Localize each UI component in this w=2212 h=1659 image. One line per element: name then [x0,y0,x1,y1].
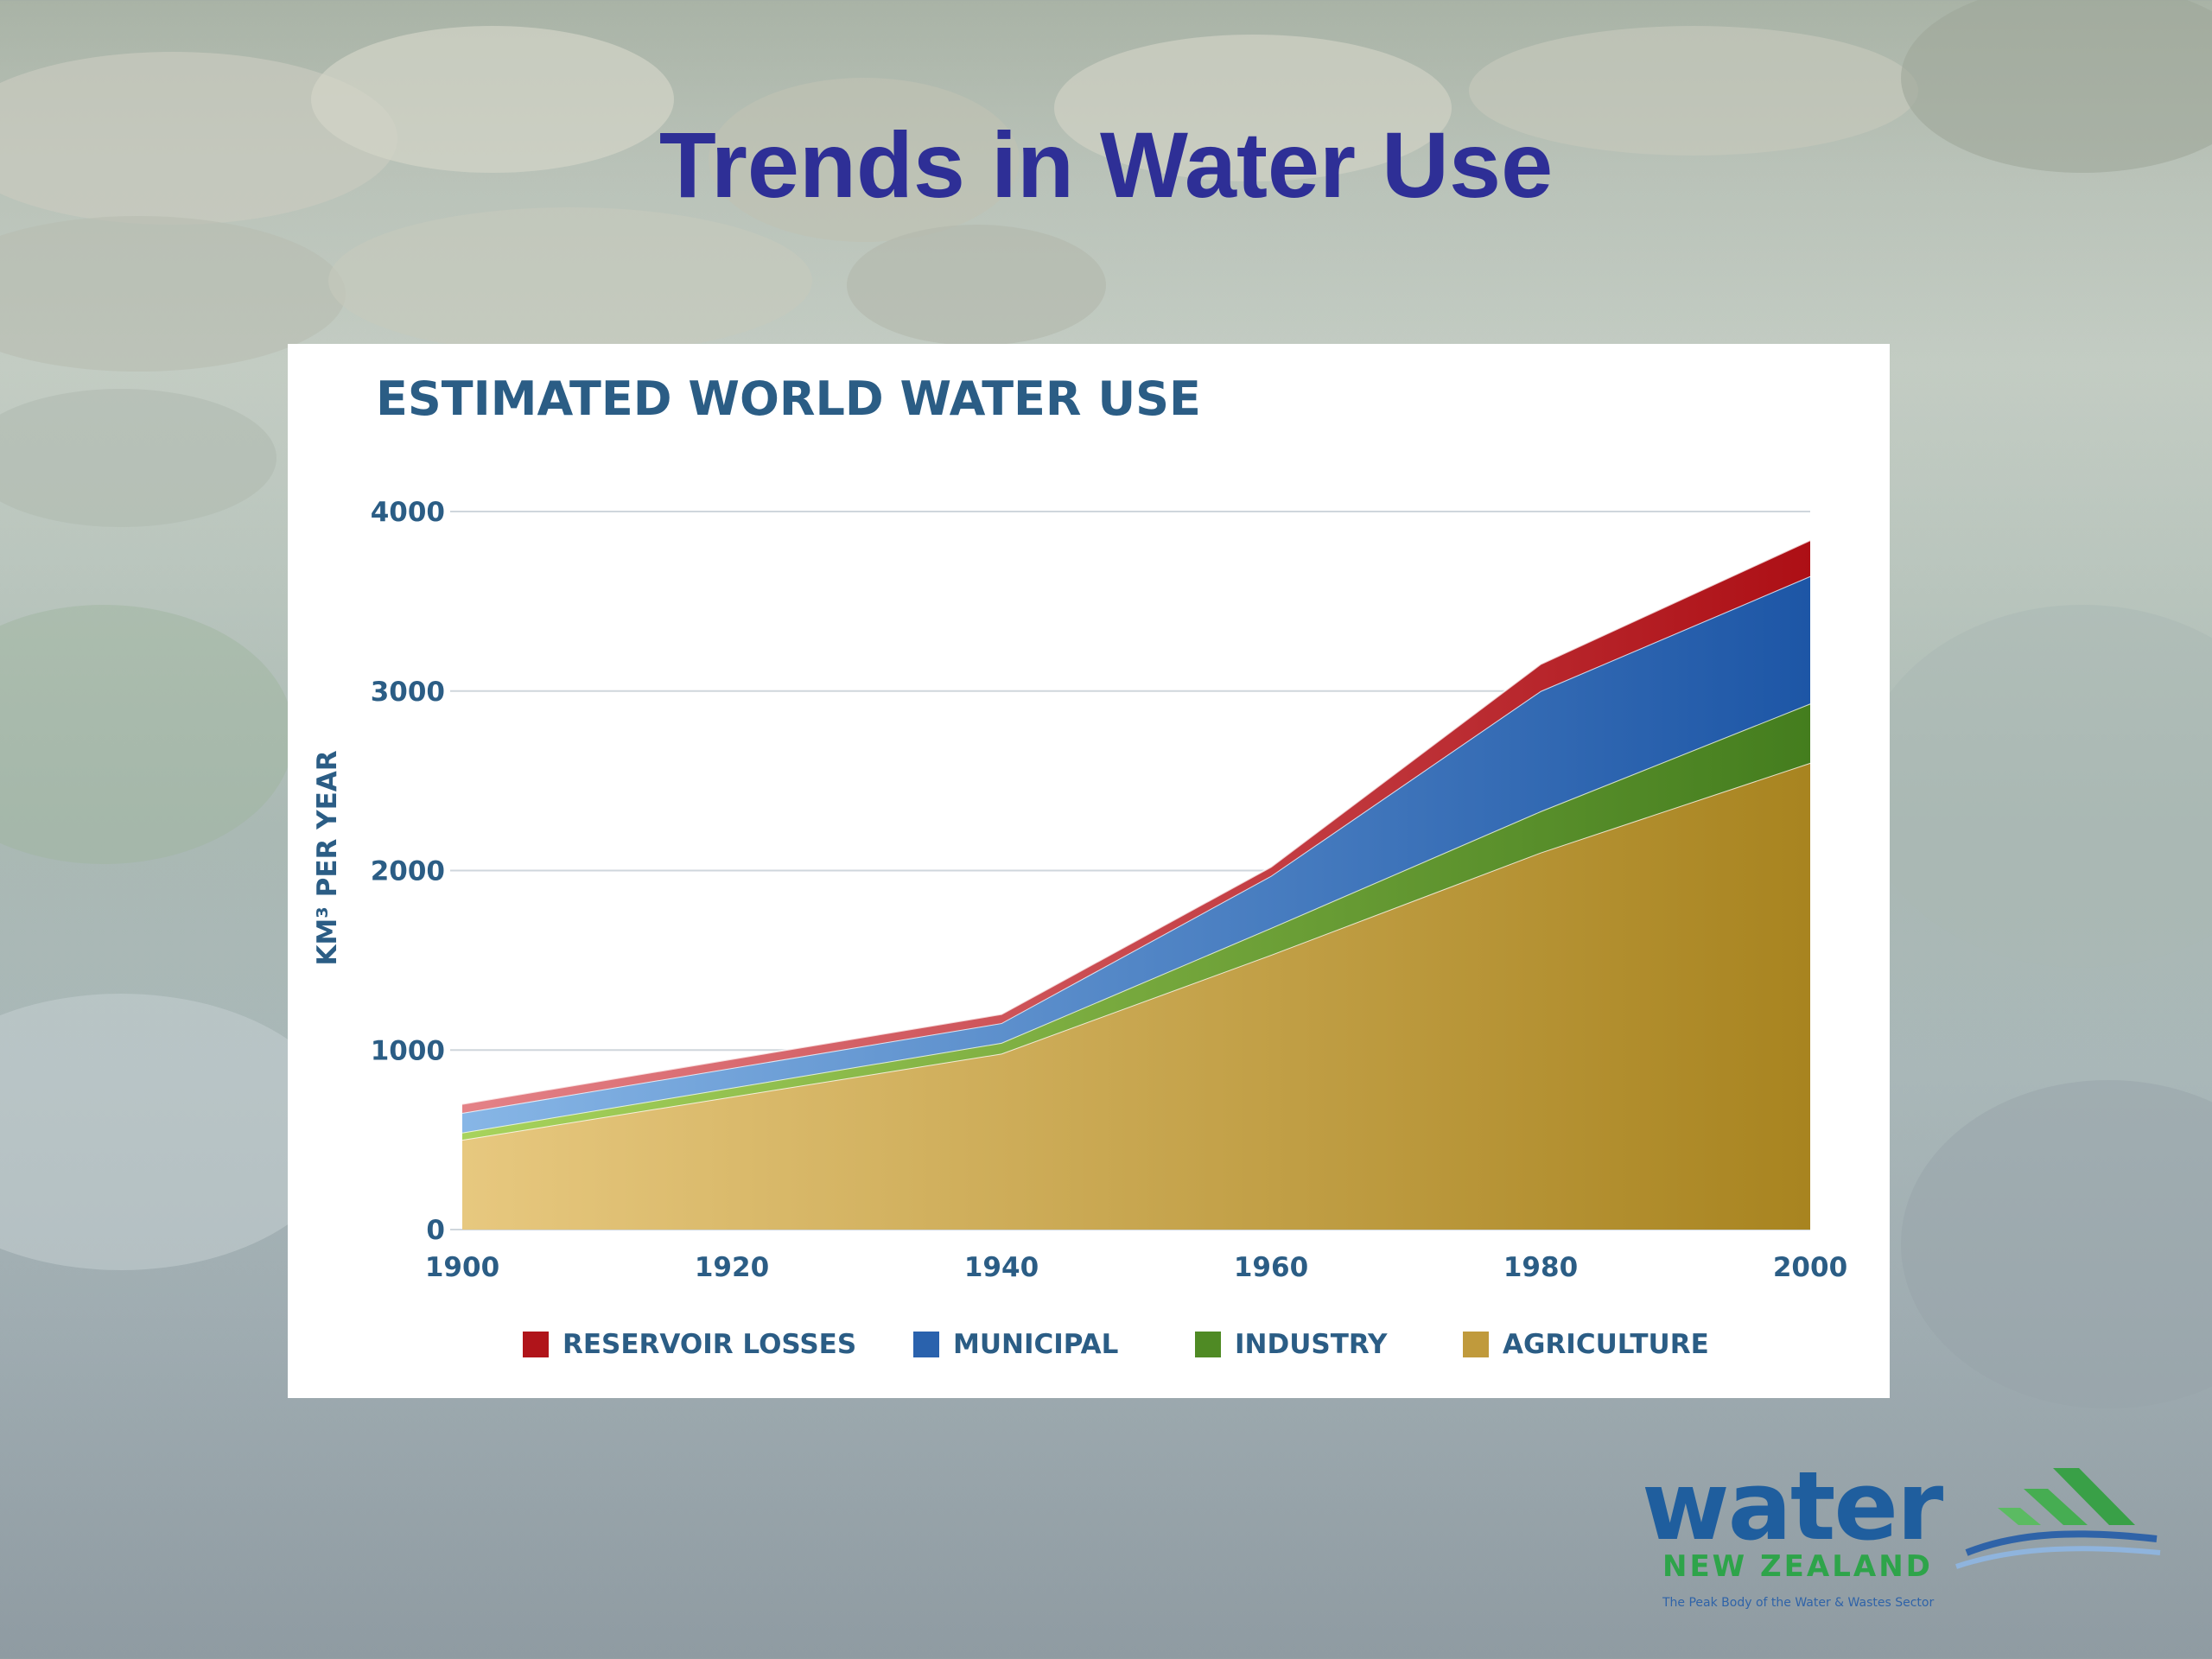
y-tick-label: 3000 [371,677,445,708]
legend-swatch-industry [1195,1332,1221,1357]
legend-label-reservoir-losses: RESERVOIR LOSSES [563,1329,857,1360]
chart-title: ESTIMATED WORLD WATER USE [376,372,1201,426]
axis-ticks: 0 1000 2000 3000 4000 1900 1920 1940 1960 1980 200… [371,497,1847,1283]
legend-item-municipal: MUNICIPAL [913,1329,1195,1360]
x-tick-label: 1920 [695,1252,769,1283]
area-agriculture [462,762,1810,1230]
y-axis-label: KM³ PER YEAR [312,750,343,965]
legend-item-agriculture: AGRICULTURE [1463,1329,1709,1360]
legend-swatch-municipal [913,1332,939,1357]
chart-legend: RESERVOIR LOSSES MUNICIPAL INDUSTRY AGRI… [523,1327,1709,1362]
y-tick-label: 4000 [371,497,445,528]
logo-wordmark: water [1642,1451,1943,1561]
y-tick-label: 1000 [371,1035,445,1066]
water-new-zealand-logo: water NEW ZEALAND The Peak Body of the W… [1642,1451,2177,1620]
legend-swatch-agriculture [1463,1332,1489,1357]
legend-label-municipal: MUNICIPAL [953,1329,1119,1360]
legend-item-industry: INDUSTRY [1195,1329,1463,1360]
y-tick-label: 0 [426,1215,445,1246]
x-tick-label: 1900 [425,1252,499,1283]
water-use-chart: 0 1000 2000 3000 4000 1900 1920 1940 1960 1980 200… [312,497,1847,1283]
x-tick-label: 1960 [1234,1252,1308,1283]
logo-wave-icon [1955,1468,2161,1569]
legend-item-reservoir-losses: RESERVOIR LOSSES [523,1329,913,1360]
y-tick-label: 2000 [371,856,445,887]
slide-title: Trends in Water Use [658,112,1554,217]
legend-label-agriculture: AGRICULTURE [1503,1329,1709,1360]
legend-swatch-reservoir-losses [523,1332,549,1357]
legend-label-industry: INDUSTRY [1235,1329,1388,1360]
x-tick-label: 1980 [1503,1252,1578,1283]
area-reservoir-losses-edge [461,539,1811,1105]
chart-panel: 0 1000 2000 3000 4000 1900 1920 1940 1960 1980 200… [288,344,1890,1398]
x-tick-label: 1940 [964,1252,1039,1283]
area-series [461,539,1811,1230]
logo-subtitle: NEW ZEALAND [1662,1549,1933,1584]
x-tick-label: 2000 [1773,1252,1847,1283]
logo-tagline: The Peak Body of the Water & Wastes Sect… [1662,1596,1935,1610]
